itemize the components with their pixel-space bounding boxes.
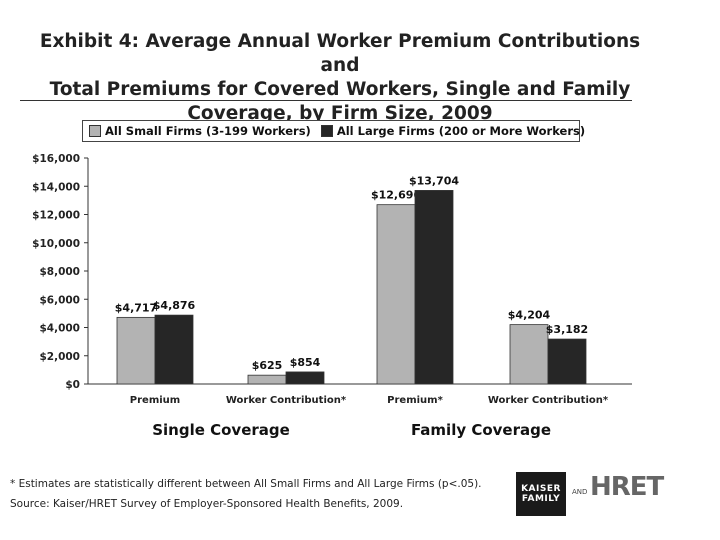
bar [247, 374, 287, 385]
title-line: Total Premiums for Covered Workers, Sing… [49, 79, 631, 100]
legend-label-large-firms: All Large Firms (200 or More Workers) [336, 124, 586, 138]
chart-title: Exhibit 4: Average Annual Worker Premium… [20, 30, 660, 126]
y-tick-label: $6,000 [39, 294, 80, 306]
chart-legend: All Small Firms (3-199 Workers) All Larg… [82, 120, 585, 142]
kaiser-family-foundation-logo: KAISER FAMILY [516, 472, 566, 516]
logo-and-text: AND [572, 488, 588, 496]
legend-swatch-small-firms [89, 125, 101, 137]
x-category-label: Premium* [387, 395, 443, 406]
x-category-label: Worker Contribution* [488, 395, 609, 406]
y-tick-label: $2,000 [39, 351, 80, 363]
bar [376, 204, 416, 385]
footnote: * Estimates are statistically different … [10, 478, 482, 490]
title-line: Coverage, by Firm Size, 2009 [187, 103, 493, 124]
bar-chart: $0 $2,000 $4,000 $6,000 $8,000 $10,000 $12,000… [32, 153, 632, 439]
group-label: Family Coverage [411, 421, 551, 439]
source-note: Source: Kaiser/HRET Survey of Employer-S… [10, 498, 404, 510]
bar-value-label: $4,717 [115, 301, 157, 314]
bar-value-label: $3,182 [546, 323, 588, 336]
y-tick-label: $16,000 [32, 153, 80, 165]
legend-item-small-firms: All Small Firms (3-199 Workers) [89, 121, 311, 141]
legend-item-large-firms: All Large Firms (200 or More Workers) [320, 121, 586, 141]
hret-logo: HRET [590, 472, 670, 518]
bar-value-label: $12,696 [371, 189, 421, 202]
legend-label-small-firms: All Small Firms (3-199 Workers) [105, 124, 311, 138]
bar-value-label: $625 [252, 359, 283, 372]
x-category-label: Premium [130, 395, 180, 406]
group-label: Single Coverage [152, 421, 290, 439]
bar [154, 314, 194, 385]
bar [285, 371, 325, 385]
bar-value-label: $4,204 [508, 309, 551, 322]
kaiser-logo-text: KAISER FAMILY [521, 484, 561, 504]
bar-value-label: $13,704 [409, 174, 459, 187]
bar [547, 338, 587, 385]
y-tick-label: $4,000 [39, 323, 80, 335]
y-tick-label: $10,000 [32, 238, 80, 250]
hret-logo-text: HRET [590, 472, 664, 502]
title-divider [20, 100, 632, 101]
title-line: Exhibit 4: Average Annual Worker Premium… [39, 31, 641, 76]
y-tick-label: $8,000 [39, 266, 80, 278]
legend-swatch-large-firms [320, 125, 333, 137]
bar-value-label: $854 [290, 356, 321, 369]
bar [116, 316, 156, 385]
bar [414, 190, 454, 385]
y-tick-label: $14,000 [32, 181, 80, 193]
x-category-label: Worker Contribution* [226, 395, 347, 406]
bar [509, 324, 549, 385]
bar-value-label: $4,876 [153, 299, 196, 312]
y-tick-label: $0 [65, 379, 80, 391]
y-tick-label: $12,000 [32, 210, 80, 222]
